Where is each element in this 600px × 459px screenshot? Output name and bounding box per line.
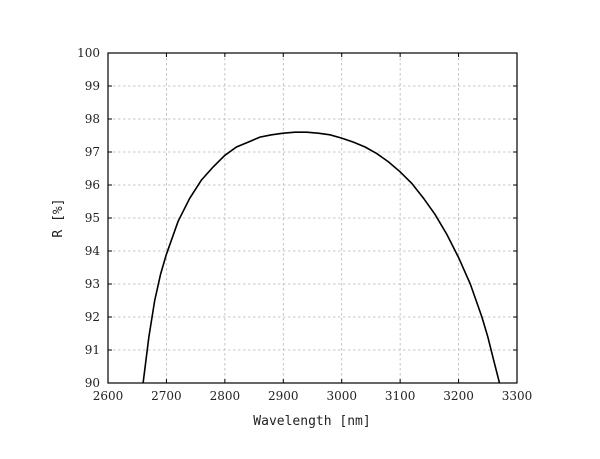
y-tick-label: 98 — [85, 112, 100, 126]
reflectance-curve — [142, 131, 501, 384]
x-tick-label: 3300 — [502, 389, 533, 403]
grid — [108, 53, 517, 383]
x-tick-label: 2900 — [268, 389, 299, 403]
y-axis-tick-labels: 90 91 92 93 94 95 96 97 98 99 100 — [77, 46, 100, 390]
y-axis-label: R [%] — [51, 198, 66, 237]
y-tick-label: 91 — [85, 343, 100, 357]
y-tick-label: 93 — [85, 277, 100, 291]
x-tick-label: 2700 — [151, 389, 182, 403]
x-tick-label: 3000 — [326, 389, 357, 403]
x-tick-label: 3200 — [443, 389, 474, 403]
x-axis-label: Wavelength [nm] — [253, 414, 370, 429]
x-tick-label: 3100 — [385, 389, 416, 403]
y-tick-label: 92 — [85, 310, 100, 324]
y-tick-label: 94 — [85, 244, 101, 258]
plot-area — [142, 131, 501, 384]
x-axis-tick-labels: 2600 2700 2800 2900 3000 3100 3200 3300 — [93, 389, 533, 403]
axis-ticks — [107, 52, 518, 384]
x-tick-label: 2600 — [93, 389, 124, 403]
y-tick-label: 95 — [85, 211, 100, 225]
y-tick-label: 100 — [77, 46, 100, 60]
y-tick-label: 96 — [85, 178, 100, 192]
y-tick-label: 99 — [85, 79, 100, 93]
x-tick-label: 2800 — [210, 389, 241, 403]
y-tick-label: 90 — [85, 376, 100, 390]
y-tick-label: 97 — [85, 145, 100, 159]
